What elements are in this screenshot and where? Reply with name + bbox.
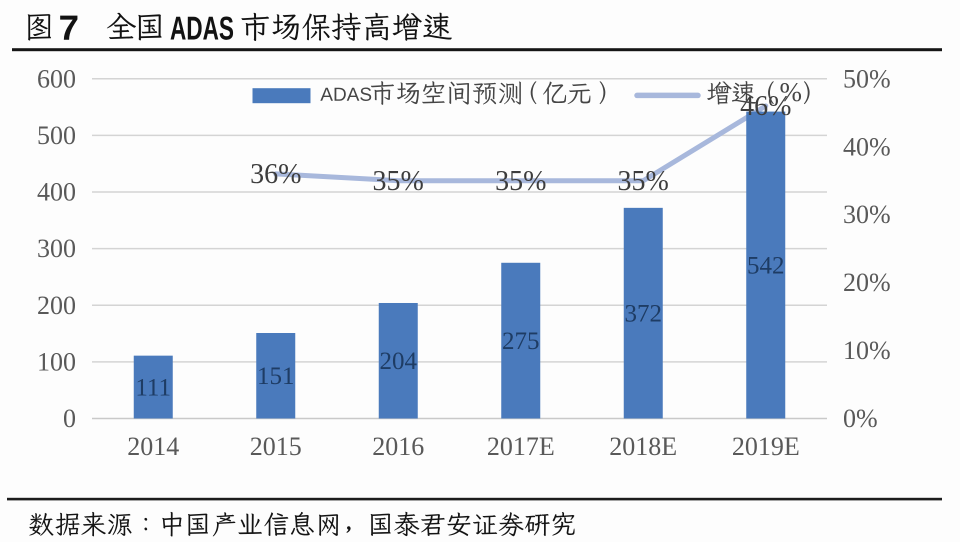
svg-text:10%: 10% xyxy=(843,336,891,365)
svg-text:600: 600 xyxy=(37,64,76,93)
svg-text:372: 372 xyxy=(624,301,662,328)
svg-text:200: 200 xyxy=(37,291,76,320)
svg-text:20%: 20% xyxy=(843,268,891,297)
svg-text:2019E: 2019E xyxy=(732,432,800,461)
svg-text:2015: 2015 xyxy=(250,432,302,461)
svg-text:0: 0 xyxy=(63,404,76,433)
svg-text:36%: 36% xyxy=(250,159,301,190)
svg-text:50%: 50% xyxy=(843,64,891,93)
svg-text:40%: 40% xyxy=(843,132,891,161)
svg-text:151: 151 xyxy=(257,363,295,390)
svg-text:2014: 2014 xyxy=(127,432,179,461)
svg-text:275: 275 xyxy=(502,328,540,355)
svg-text:400: 400 xyxy=(37,178,76,207)
svg-text:100: 100 xyxy=(37,348,76,377)
svg-text:46%: 46% xyxy=(740,91,791,122)
svg-text:300: 300 xyxy=(37,234,76,263)
svg-text:30%: 30% xyxy=(843,200,891,229)
svg-text:2016: 2016 xyxy=(372,432,424,461)
svg-text:0%: 0% xyxy=(843,404,878,433)
svg-text:204: 204 xyxy=(379,348,417,375)
svg-text:35%: 35% xyxy=(618,166,669,197)
svg-text:2017E: 2017E xyxy=(487,432,555,461)
svg-text:542: 542 xyxy=(747,252,785,279)
svg-text:111: 111 xyxy=(135,374,171,401)
svg-text:35%: 35% xyxy=(495,166,546,197)
svg-text:35%: 35% xyxy=(373,166,424,197)
svg-text:2018E: 2018E xyxy=(609,432,677,461)
svg-text:500: 500 xyxy=(37,121,76,150)
